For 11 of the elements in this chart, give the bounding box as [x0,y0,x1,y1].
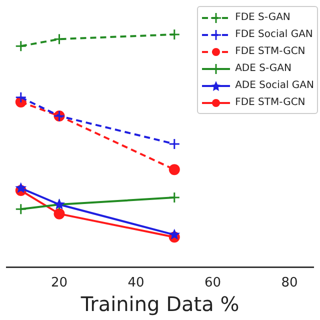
x-tick-label: 40 [128,276,144,291]
x-tick-label: 60 [204,276,222,291]
legend-label: FDE STM-GCN [235,46,306,57]
legend-label: FDE Social GAN [235,29,313,40]
legend-label: ADE Social GAN [235,80,314,91]
legend-label: FDE S-GAN [235,12,290,23]
legend-label: ADE S-GAN [235,63,292,74]
x-tick-label: 20 [50,276,68,291]
legend-label: FDE STM-GCN [235,97,306,108]
x-axis-title: Training Data % [80,292,240,316]
x-tick-label: 80 [281,276,298,291]
